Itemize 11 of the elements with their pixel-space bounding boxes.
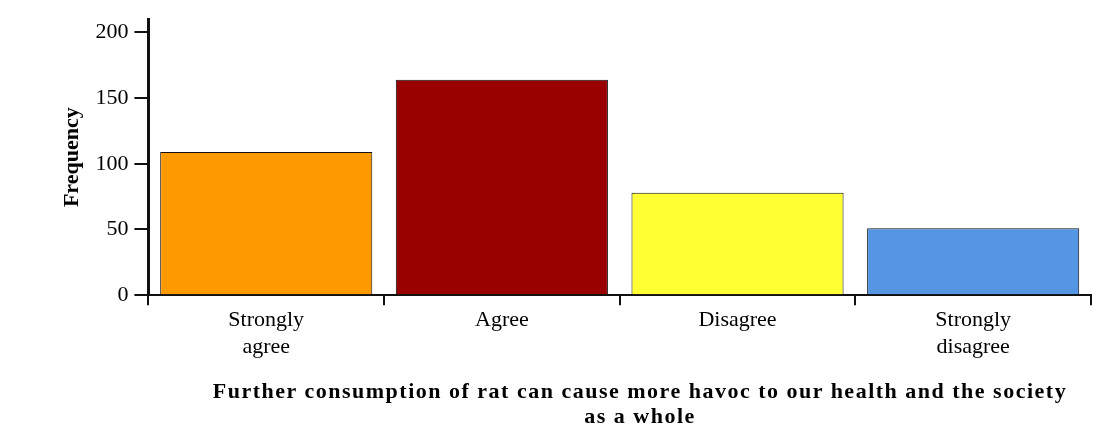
y-tick-label: 100 xyxy=(95,149,129,175)
y-tick-label: 0 xyxy=(117,280,129,306)
y-axis-title: Frequency xyxy=(57,107,83,208)
x-tick-label: Strongly agree xyxy=(228,306,305,358)
y-tick-label: 150 xyxy=(95,83,129,109)
y-tick-label: 50 xyxy=(106,215,129,241)
x-tick-label: Disagree xyxy=(698,306,777,332)
x-tick-label: Agree xyxy=(475,306,529,332)
x-tick-label: Strongly disagree xyxy=(935,306,1012,358)
x-axis-title: Further consumption of rat can cause more havoc to our health and the society as a whole xyxy=(211,378,1069,428)
y-tick-label: 200 xyxy=(95,18,129,44)
